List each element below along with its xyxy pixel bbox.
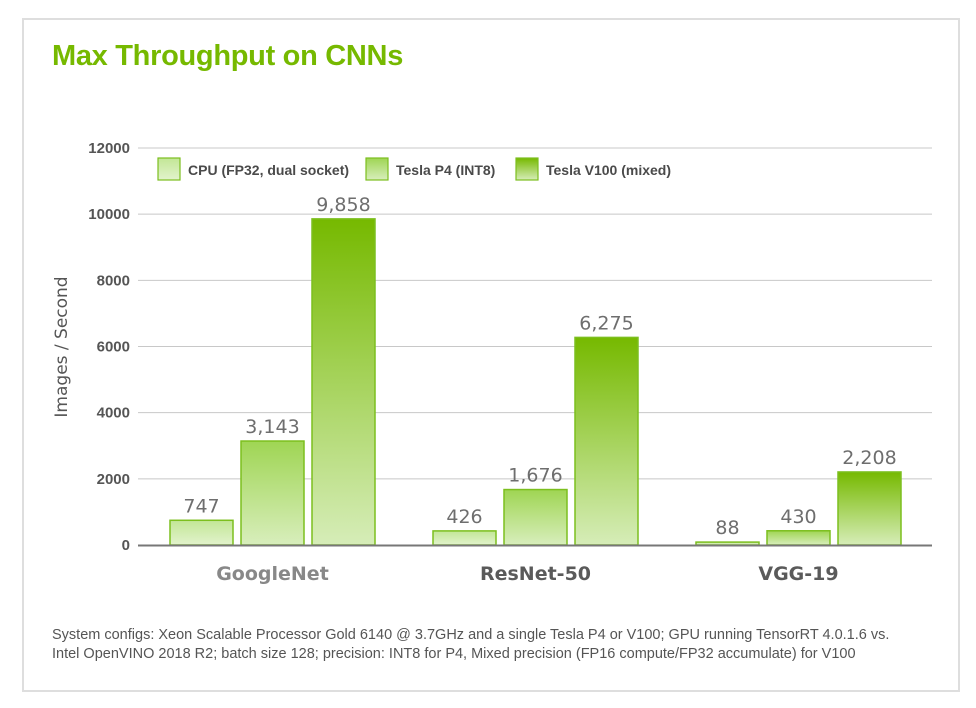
- legend-label: Tesla P4 (INT8): [396, 162, 495, 178]
- bar: [837, 471, 902, 546]
- legend-swatch: [365, 157, 389, 181]
- chart-frame: [22, 18, 960, 692]
- footnote: System configs: Xeon Scalable Processor …: [52, 626, 952, 664]
- y-axis-label: Images / Second: [52, 276, 72, 417]
- bar-value-label: 426: [446, 506, 482, 528]
- bar: [169, 519, 234, 546]
- y-axis-ticks: 0 2000 4000 6000 8000 10000 12000: [88, 140, 130, 554]
- bar: [240, 440, 305, 546]
- y-tick-label: 2000: [97, 471, 130, 488]
- x-category-label: GoogleNet: [216, 563, 329, 585]
- data-labels: 747 3,143 9,858 426 1,676 6,275 88 430 2,208: [183, 194, 896, 539]
- footnote-line-2: Intel OpenVINO 2018 R2; batch size 128; …: [52, 646, 856, 662]
- y-tick-label: 0: [122, 537, 130, 554]
- x-category-label: ResNet-50: [480, 563, 591, 585]
- y-tick-label: 10000: [88, 206, 130, 223]
- legend-label: Tesla V100 (mixed): [546, 162, 671, 178]
- bar: [503, 488, 568, 546]
- legend-label: CPU (FP32, dual socket): [188, 162, 349, 178]
- y-tick-label: 4000: [97, 405, 130, 422]
- y-tick-label: 8000: [97, 272, 130, 289]
- bar-value-label: 3,143: [245, 416, 299, 438]
- chart-title: Max Throughput on CNNs: [52, 40, 404, 72]
- x-axis-categories: GoogleNet ResNet-50 VGG-19: [216, 563, 838, 585]
- bar-value-label: 747: [183, 495, 219, 517]
- bar-value-label: 88: [715, 517, 739, 539]
- bar-value-label: 1,676: [508, 465, 562, 487]
- bar: [432, 530, 497, 546]
- legend-swatch: [157, 157, 181, 181]
- legend: CPU (FP32, dual socket) Tesla P4 (INT8) Te…: [157, 157, 671, 181]
- bar: [311, 218, 376, 546]
- bar-value-label: 6,275: [579, 312, 633, 334]
- bars: [169, 218, 902, 546]
- legend-swatch: [515, 157, 539, 181]
- y-tick-label: 12000: [88, 140, 130, 157]
- bar-value-label: 430: [780, 506, 816, 528]
- y-tick-label: 6000: [97, 339, 130, 356]
- bar-value-label: 9,858: [316, 194, 370, 216]
- bar: [766, 530, 831, 546]
- footnote-line-1: System configs: Xeon Scalable Processor …: [52, 627, 890, 643]
- bar: [574, 336, 639, 546]
- x-category-label: VGG-19: [758, 563, 838, 585]
- bar-value-label: 2,208: [842, 447, 896, 469]
